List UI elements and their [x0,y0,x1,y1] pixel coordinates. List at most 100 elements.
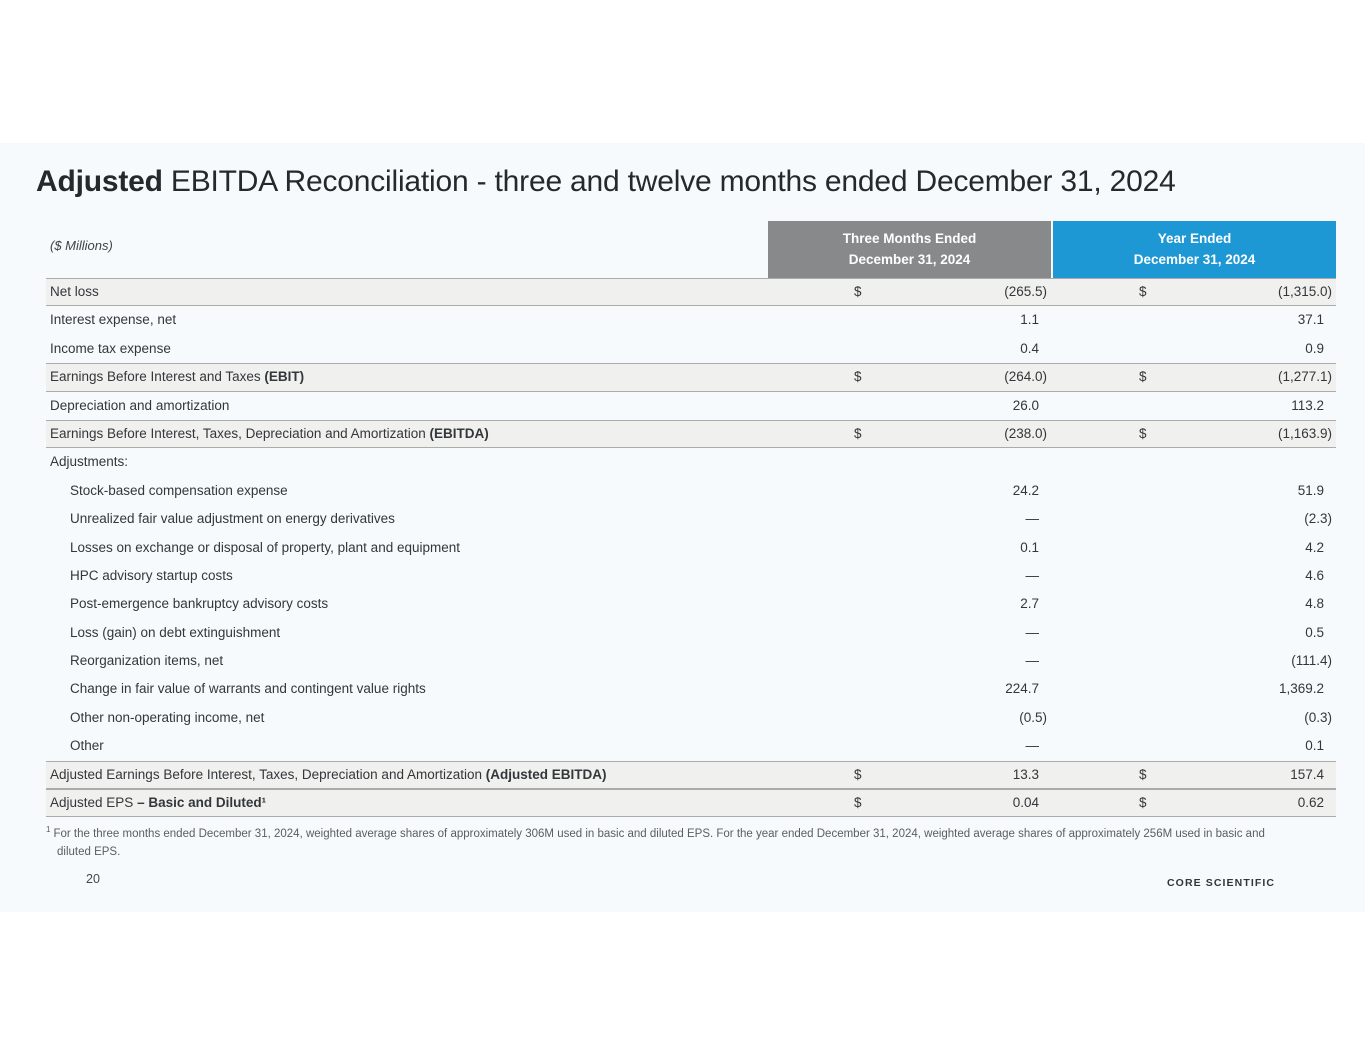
value-text: 113.2 [1291,397,1324,413]
dollar-sign: $ [854,369,862,385]
footnote-text: For the three months ended December 31, … [53,827,1265,858]
value-text [1324,448,1336,476]
row-label: Loss (gain) on debt extinguishment [46,619,768,647]
value-text: 157.4 [1290,766,1324,782]
value-cell: (111.4) [1053,647,1336,675]
value-text: 24.2 [1012,482,1039,498]
row-label-bold: (EBIT) [264,369,305,385]
value-cell: 113.2 [1053,392,1336,420]
dollar-sign [768,619,854,647]
value-text: 13.3 [1012,766,1039,782]
row-label-text: Adjustments: [50,454,129,470]
page-title-rest: EBITDA Reconciliation - three and twelve… [162,165,1176,198]
value-cell: $0.62 [1053,790,1336,816]
table-row: Adjusted EPS – Basic and Diluted¹ $0.04 $0… [46,789,1336,818]
value-cell: 51.9 [1053,477,1336,505]
value-cell: 224.7 [768,675,1051,703]
dollar-sign [1053,477,1139,505]
value-cell: $0.04 [768,790,1051,816]
value-text: 0.4 [1020,340,1039,356]
value-cell: $ (265.5) [768,279,1051,305]
table-row: Post-emergence bankruptcy advisory costs… [46,590,1336,618]
value-cell: 0.4 [768,335,1051,363]
row-label: Other non-operating income, net [46,704,768,732]
table-row: Adjustments: [46,448,1336,476]
dollar-sign [768,590,854,618]
dollar-sign [1053,448,1139,476]
dollar-sign [768,505,854,533]
row-label-text: Change in fair value of warrants and con… [70,681,426,697]
row-label: Earnings Before Interest and Taxes (EBIT… [46,364,768,390]
value-text: (111.4) [1291,653,1332,669]
value-text: (1,163.9) [1277,425,1332,441]
value-text: (265.5) [1004,284,1047,299]
table-row: Unrealized fair value adjustment on ener… [46,505,1336,533]
value-cell: — [768,562,1051,590]
column-header-three-months: Three Months Ended December 31, 2024 [768,221,1051,278]
row-label: Losses on exchange or disposal of proper… [46,534,768,562]
value-cell: 1.1 [768,306,1051,334]
table-row: Earnings Before Interest and Taxes (EBIT… [46,363,1336,392]
value-cell: — [768,647,1051,675]
row-label-text: Post-emergence bankruptcy advisory costs [70,596,329,612]
table-row: Loss (gain) on debt extinguishment — 0.5 [46,619,1336,647]
value-cell: $13.3 [768,762,1051,788]
row-label: Income tax expense [46,335,768,363]
dollar-sign [768,732,854,760]
row-label-text: Earnings Before Interest and Taxes [50,369,265,385]
value-cell: (2.3) [1053,505,1336,533]
row-label: Net loss [46,279,768,305]
value-cell: $ (1,163.9) [1053,421,1336,447]
footnote-marker: 1 [46,825,51,834]
value-text: 0.5 [1305,624,1324,640]
value-text: — [1025,738,1040,754]
value-cell: 4.8 [1053,590,1336,618]
dollar-sign: $ [1139,369,1147,385]
value-cell: $ (264.0) [768,364,1051,390]
slide: Adjusted EBITDA Reconciliation - three a… [0,143,1365,912]
value-text: (2.3) [1304,511,1332,527]
page-title-bold: Adjusted [36,165,163,198]
table-row: Losses on exchange or disposal of proper… [46,534,1336,562]
row-label: Unrealized fair value adjustment on ener… [46,505,768,533]
value-cell: 26.0 [768,392,1051,420]
row-label: Post-emergence bankruptcy advisory costs [46,590,768,618]
dollar-sign [1053,647,1139,675]
row-label: Earnings Before Interest, Taxes, Depreci… [46,421,768,447]
table-row: Adjusted Earnings Before Interest, Taxes… [46,760,1336,790]
dollar-sign [1053,392,1139,420]
value-text: 37.1 [1297,312,1324,328]
dollar-sign [1053,732,1139,760]
dollar-sign [1053,590,1139,618]
value-text: 0.1 [1305,738,1324,754]
dollar-sign [1053,619,1139,647]
dollar-sign [1053,306,1139,334]
table-row: Other non-operating income, net (0.5) (0.3… [46,704,1336,732]
value-cell: — [768,619,1051,647]
dollar-sign: $ [854,284,862,299]
value-cell: 0.5 [1053,619,1336,647]
table-row: Net loss $ (265.5) $ (1,315.0) [46,278,1336,307]
row-label-text: Stock-based compensation expense [70,482,288,498]
dollar-sign [1053,675,1139,703]
value-cell: 1,369.2 [1053,675,1336,703]
row-label-text: Adjusted Earnings Before Interest, Taxes… [50,766,486,782]
row-label-text: Other [70,738,104,754]
row-label: Reorganization items, net [46,647,768,675]
value-text: 4.2 [1305,539,1324,555]
dollar-sign: $ [854,766,862,782]
value-cell: — [768,732,1051,760]
value-text: 2.7 [1020,596,1039,612]
value-cell: $ (1,277.1) [1053,364,1336,390]
value-text: (238.0) [1004,425,1047,441]
dollar-sign: $ [1139,284,1147,299]
dollar-sign [768,392,854,420]
row-label: Stock-based compensation expense [46,477,768,505]
row-label: Adjustments: [46,448,768,476]
row-label-text: Interest expense, net [50,312,177,328]
row-label: Other [46,732,768,760]
column-header-line2: December 31, 2024 [1133,251,1256,267]
value-cell: 4.6 [1053,562,1336,590]
page-number: 20 [86,872,100,886]
row-label-bold: – Basic and Diluted¹ [137,795,267,811]
